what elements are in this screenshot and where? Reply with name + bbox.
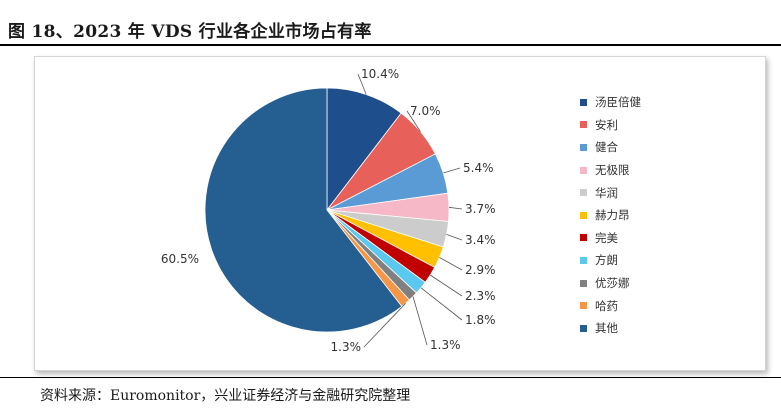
legend-swatch [580,302,587,310]
figure-title: 图 18、2023 年 VDS 行业各企业市场占有率 [8,22,372,42]
legend-label: 方朗 [595,253,618,268]
legend-item: 方朗 [580,249,641,272]
data-label: 1.8% [465,313,496,327]
data-label: 1.3% [430,338,461,352]
legend-item: 华润 [580,181,641,204]
legend-swatch [580,166,587,174]
leader-line [446,234,463,241]
data-label: 10.4% [361,67,399,81]
legend-label: 完美 [595,230,618,245]
legend-swatch [580,211,587,219]
legend-swatch [580,279,587,287]
legend-swatch [580,143,587,151]
pie-slice [326,87,402,212]
data-label: 5.4% [463,161,494,175]
pie-slice [204,87,403,333]
legend-item: 无极限 [580,159,641,182]
source-rule [0,377,781,378]
title-rule [0,44,781,46]
source-note: 资料来源：Euromonitor，兴业证券经济与金融研究院整理 [40,388,411,404]
leader-line [443,167,461,174]
legend-label: 华润 [595,185,618,200]
data-label: 60.5% [161,252,199,266]
legend-item: 健合 [580,136,641,159]
data-label: 2.9% [465,263,496,277]
legend-label: 健合 [595,140,618,155]
leader-line [357,73,367,95]
leader-line [406,110,421,132]
legend-label: 其他 [595,321,618,336]
legend-item: 优莎娜 [580,272,641,295]
legend-swatch [580,189,587,197]
legend-item: 其他 [580,317,641,340]
legend-item: 哈药 [580,294,641,317]
data-label: 3.7% [465,202,496,216]
legend-item: 完美 [580,227,641,250]
legend-swatch [580,324,587,332]
leader-line [420,287,463,321]
legend-swatch [580,121,587,129]
legend-label: 哈药 [595,298,618,313]
data-label: 1.3% [331,340,362,354]
leader-line [439,257,463,271]
data-label: 7.0% [410,104,441,118]
legend-label: 优莎娜 [595,276,630,291]
data-label: 2.3% [465,289,496,303]
legend-label: 汤臣倍健 [595,95,641,110]
legend-item: 汤臣倍健 [580,91,641,114]
legend-item: 赫力昂 [580,204,641,227]
leader-line [412,296,428,346]
leader-line [429,274,463,297]
legend-label: 安利 [595,117,618,132]
chart-legend: 汤臣倍健安利健合无极限华润赫力昂完美方朗优莎娜哈药其他 [580,91,641,340]
leader-line [363,303,406,348]
legend-label: 无极限 [595,163,630,178]
data-label: 3.4% [465,233,496,247]
legend-swatch [580,234,587,242]
leader-line [448,206,463,210]
legend-swatch [580,98,587,106]
legend-label: 赫力昂 [595,208,630,223]
legend-swatch [580,256,587,264]
legend-item: 安利 [580,114,641,137]
